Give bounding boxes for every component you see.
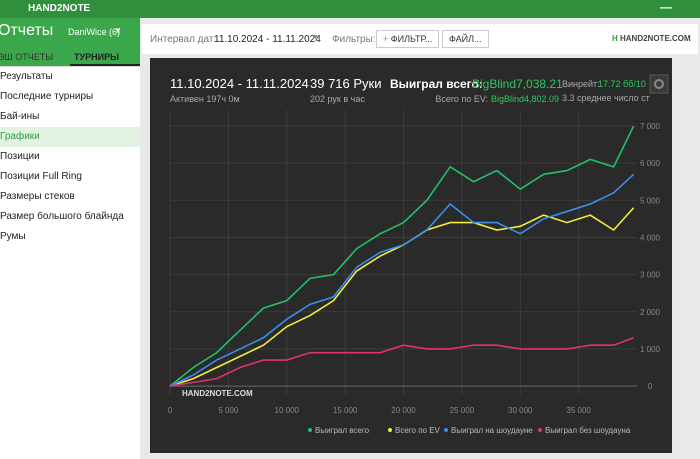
chart-panel: 11.10.2024 - 11.11.2024 Активен 197ч 0м … — [150, 58, 672, 453]
menu-item[interactable]: Графики — [0, 127, 140, 147]
filters-label: Фильтры: — [332, 34, 376, 45]
x-tick-label: 25 000 — [450, 406, 475, 415]
tab[interactable]: ЭШ ОТЧЕТЫ — [0, 52, 54, 62]
x-tick-label: 20 000 — [391, 406, 416, 415]
hands: 39 716 Руки — [310, 76, 382, 91]
logo: H HAND2NOTE.COM — [612, 34, 691, 43]
button-text: ФИЛЬТР... — [390, 34, 433, 44]
menu-item[interactable]: Последние турниры — [0, 91, 94, 102]
ev-value: BigBlind4,802.09 — [491, 94, 559, 104]
x-tick-label: 0 — [168, 406, 173, 415]
active-time: Активен 197ч 0м — [170, 94, 240, 104]
title-bar: HAND2NOTE — — [0, 0, 700, 18]
legend-marker — [388, 428, 392, 432]
legend-label: Выиграл всего — [315, 426, 370, 435]
menu-item[interactable]: Размер большого блайнда — [0, 211, 124, 222]
dates: 11.10.2024 - 11.11.2024 — [170, 76, 309, 91]
ev-label: Всего по EV: — [435, 94, 488, 104]
watermark: HAND2NOTE.COM — [182, 389, 253, 398]
y-tick-label: 2 000 — [640, 308, 661, 317]
avg-players: 3.3 среднее число ст — [562, 93, 650, 103]
legend-marker — [538, 428, 542, 432]
logo-text: HAND2NOTE.COM — [620, 34, 691, 43]
x-tick-label: 35 000 — [566, 406, 591, 415]
menu-item[interactable]: Результаты — [0, 71, 53, 82]
y-tick-label: 1 000 — [640, 345, 661, 354]
file-button[interactable]: ФАЙЛ... — [442, 30, 489, 48]
y-tick-label: 6 000 — [640, 159, 661, 168]
sidebar: Отчеты DaniWice (6) ▼ ЭШ ОТЧЕТЫ ТУРНИРЫ Р… — [0, 18, 140, 459]
x-tick-label: 10 000 — [275, 406, 300, 415]
brand: HAND2NOTE — [28, 3, 91, 14]
series-line — [169, 207, 635, 387]
section-title: Отчеты — [0, 22, 54, 39]
menu-item[interactable]: Бай-ины — [0, 111, 40, 122]
y-tick-label: 0 — [648, 382, 653, 391]
menu-item[interactable]: Размеры стеков — [0, 191, 75, 202]
won-value: BigBlind7,038.21 — [472, 77, 563, 91]
sidebar-header: Отчеты DaniWice (6) ▼ — [0, 18, 140, 66]
settings-button[interactable] — [649, 74, 669, 94]
y-tick-label: 4 000 — [640, 233, 661, 242]
x-tick-label: 15 000 — [333, 406, 358, 415]
x-tick-label: 30 000 — [508, 406, 533, 415]
winrate-label: Винрейт: — [562, 79, 600, 89]
x-tick-label: 5 000 — [218, 406, 239, 415]
hands-per-hour: 202 рук в час — [310, 94, 365, 104]
main: Интервал дат: 11.10.2024 - 11.11.2024 ▼ Ф… — [140, 18, 700, 459]
chart: 11.10.2024 - 11.11.2024 Активен 197ч 0м … — [168, 72, 672, 435]
won-label: Выиграл всего: — [390, 77, 483, 91]
legend-label: Выиграл на шоудауне — [451, 426, 533, 435]
tab[interactable]: ТУРНИРЫ — [74, 52, 119, 62]
winrate-value: 17.72 бб/10 — [598, 79, 646, 89]
menu-item[interactable]: Позиции Full Ring — [0, 171, 82, 182]
legend-label: Выиграл без шоудауна — [545, 426, 631, 435]
toolbar: Интервал дат: 11.10.2024 - 11.11.2024 ▼ Ф… — [142, 24, 698, 54]
series-line — [169, 125, 635, 387]
y-tick-label: 5 000 — [640, 196, 661, 205]
series-line — [169, 173, 635, 387]
legend-marker — [444, 428, 448, 432]
legend-label: Всего по EV — [395, 426, 441, 435]
menu-item[interactable]: Позиции — [0, 151, 40, 162]
y-tick-label: 3 000 — [640, 271, 661, 280]
interval-label: Интервал дат: — [150, 34, 217, 45]
y-tick-label: 7 000 — [640, 122, 661, 131]
player-select[interactable]: DaniWice (6) — [68, 27, 121, 37]
legend-marker — [308, 428, 312, 432]
series-line — [169, 337, 634, 387]
interval-select[interactable]: 11.10.2024 - 11.11.2024 — [214, 34, 321, 45]
filter-button[interactable]: + ФИЛЬТР... — [376, 30, 440, 48]
menu-item[interactable]: Румы — [0, 231, 26, 242]
